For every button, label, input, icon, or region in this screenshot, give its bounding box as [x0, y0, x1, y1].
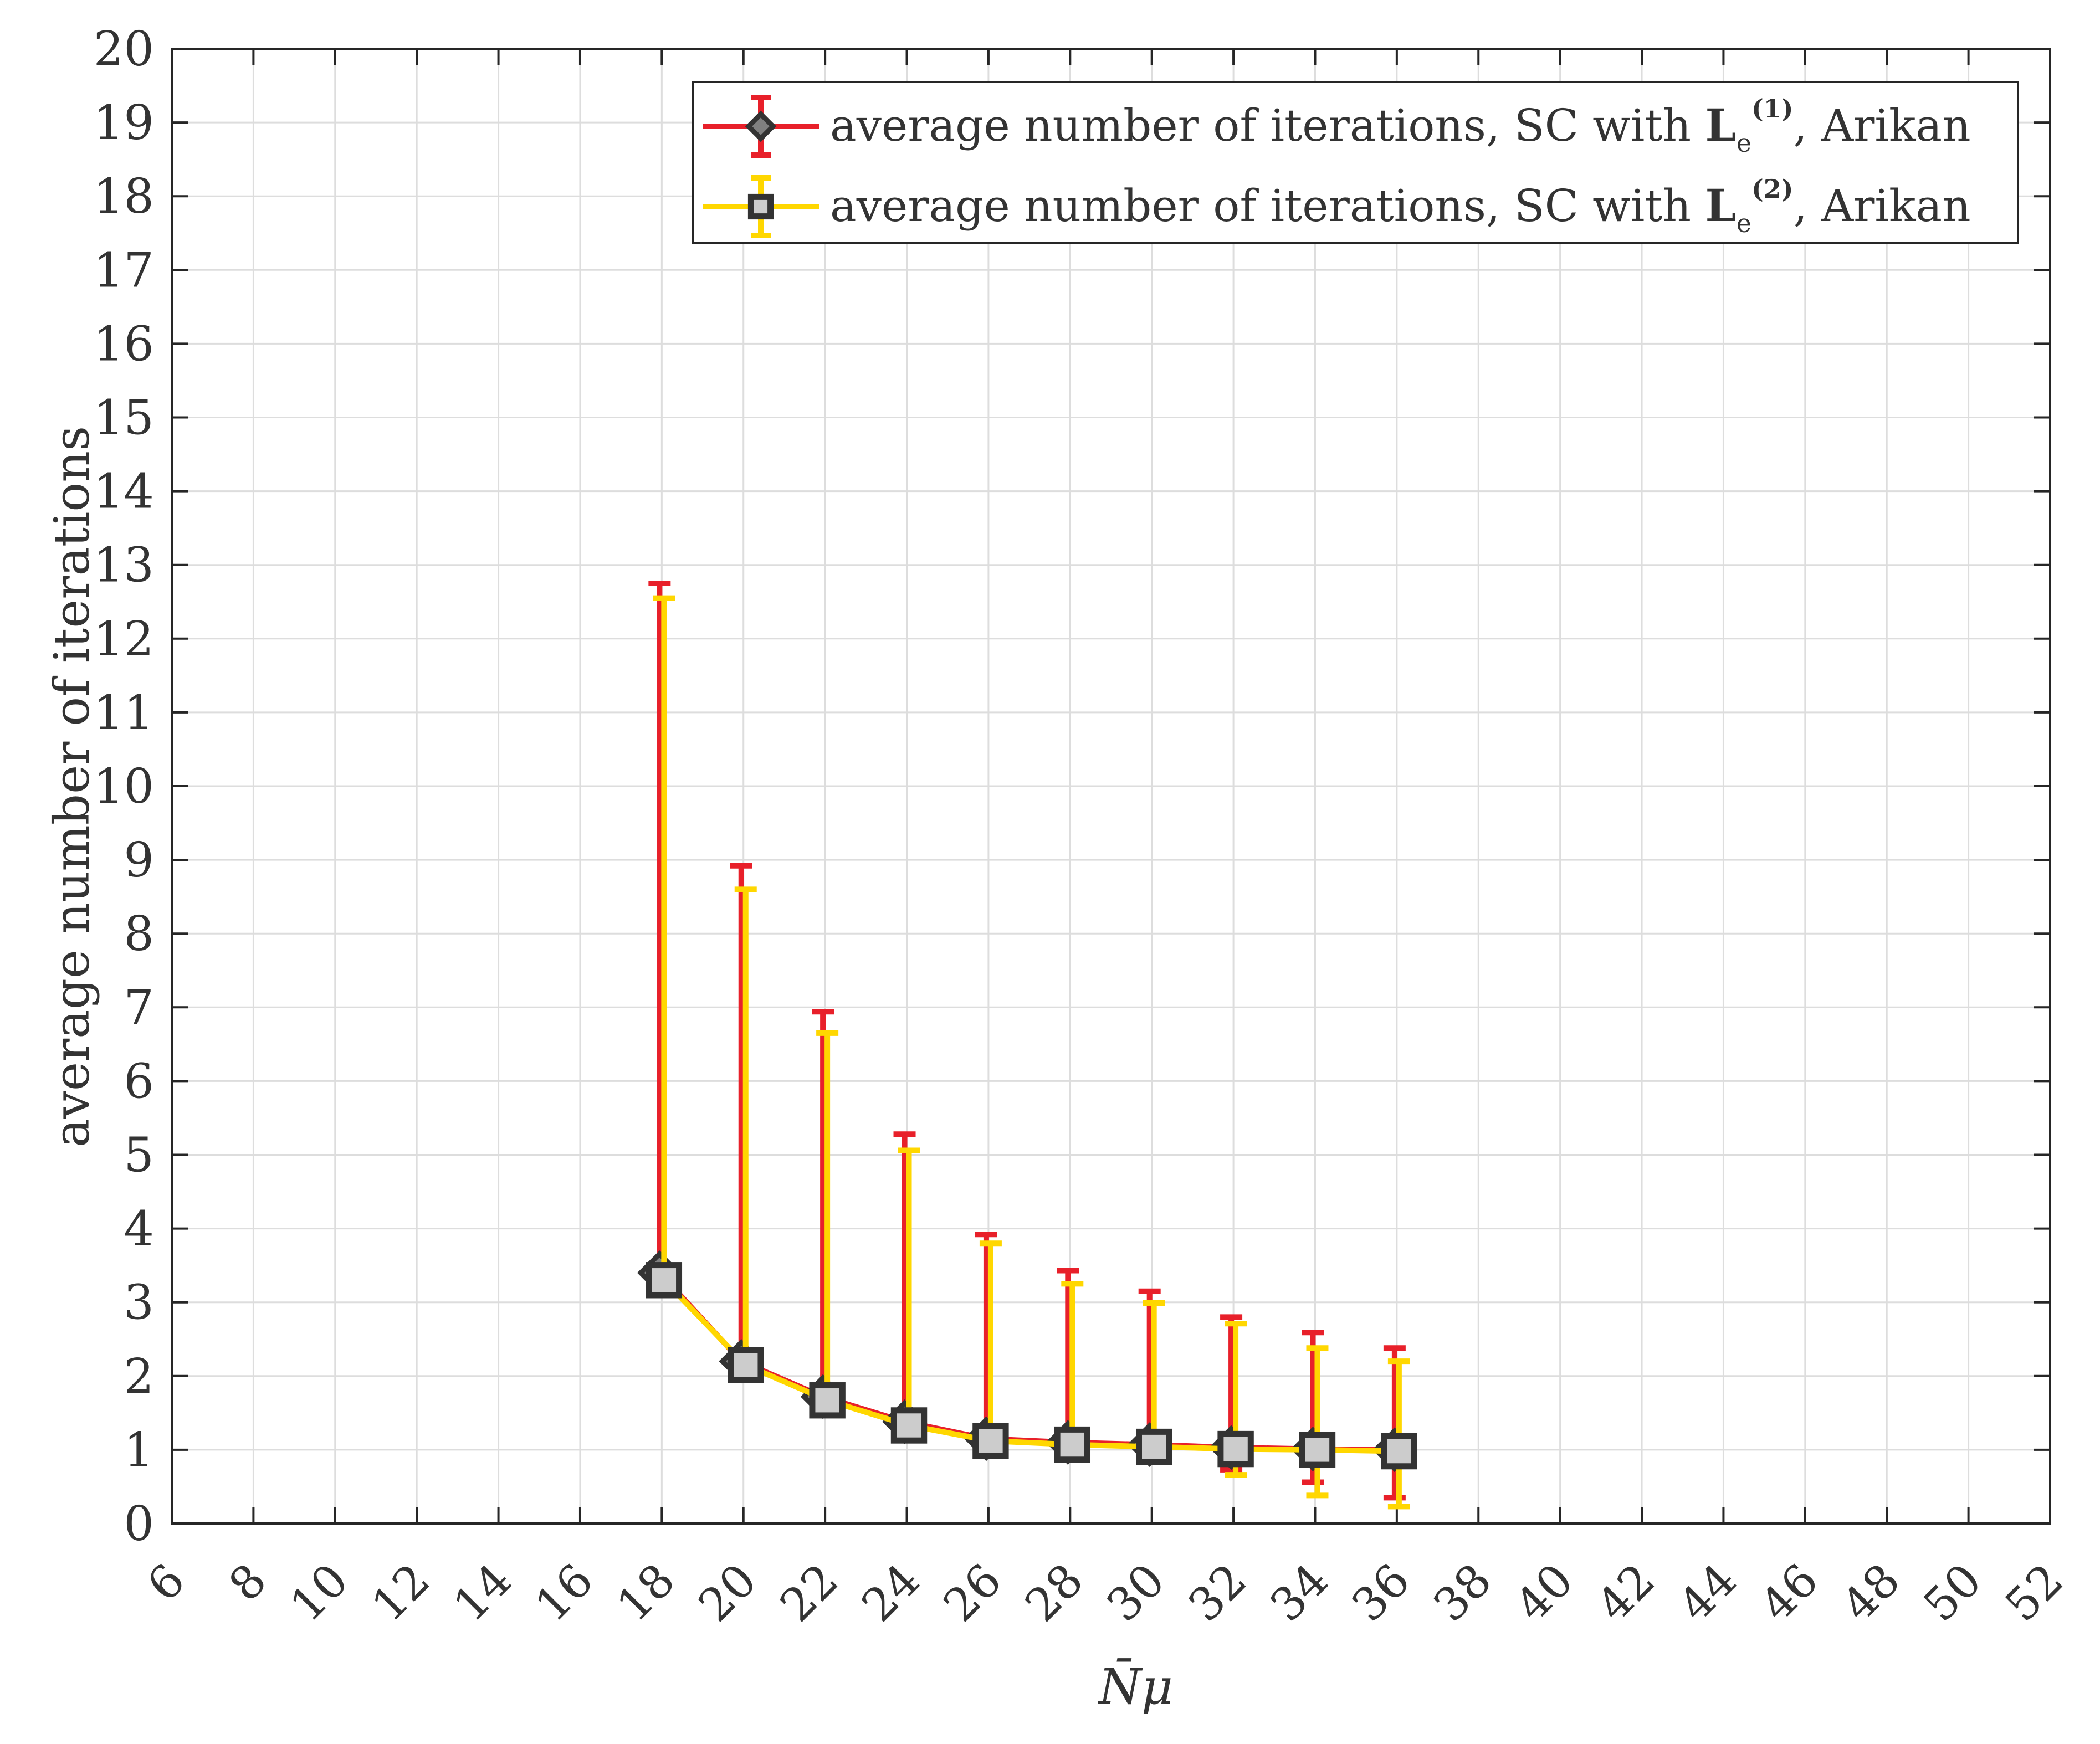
y-tick-label: 11	[94, 685, 154, 741]
legend-label-prefix: average number of iterations, SC with	[830, 100, 1705, 151]
x-axis-label: N̄μ	[1098, 1658, 1173, 1715]
square-marker	[1217, 1430, 1254, 1468]
y-tick-label: 13	[94, 538, 154, 593]
legend-label-suffix: , Arikan	[1793, 100, 1970, 151]
legend-label-subscript: e	[1737, 128, 1751, 158]
square-marker	[890, 1407, 928, 1444]
series-layer	[637, 580, 1417, 1510]
square-marker	[646, 1262, 683, 1299]
y-tick-label: 10	[94, 759, 154, 814]
y-tick-label: 15	[94, 391, 154, 446]
legend-item-2: average number of iterations, SC with Le…	[703, 174, 1971, 238]
y-tick-label: 1	[124, 1423, 154, 1478]
legend-label-superscript: (2)	[1751, 174, 1794, 204]
legend-label-symbol: L	[1705, 99, 1736, 151]
y-tick-label: 9	[124, 833, 154, 888]
y-tick-label: 5	[124, 1128, 154, 1183]
legend-label: average number of iterations, SC with Le…	[830, 94, 1971, 158]
grid	[171, 48, 2051, 1525]
series-line	[662, 1278, 1399, 1454]
square-marker	[1299, 1432, 1336, 1468]
y-tick-label: 20	[94, 22, 154, 77]
legend-label-suffix: , Arikan	[1793, 180, 1970, 232]
square-marker	[1054, 1426, 1091, 1463]
y-tick-label: 4	[124, 1202, 154, 1257]
y-tick-label: 8	[124, 906, 154, 962]
legend-label: average number of iterations, SC with Le…	[830, 174, 1971, 238]
legend-label-prefix: average number of iterations, SC with	[830, 180, 1705, 232]
square-marker	[972, 1423, 1009, 1459]
legend-box	[692, 81, 2019, 244]
y-tick-label: 14	[94, 464, 154, 520]
plot-frame	[171, 48, 2051, 1525]
y-tick-label: 18	[94, 169, 154, 224]
y-tick-label: 7	[124, 980, 154, 1035]
y-tick-label: 17	[94, 243, 154, 298]
legend-label-symbol: L	[1705, 179, 1736, 232]
y-axis-label: average number of iterations	[43, 426, 100, 1147]
y-tick-label: 3	[124, 1275, 154, 1331]
y-tick-label: 16	[94, 316, 154, 372]
legend-label-subscript: e	[1737, 208, 1751, 238]
y-tick-label: 19	[94, 95, 154, 151]
y-tick-label: 6	[124, 1054, 154, 1109]
y-tick-label: 2	[124, 1349, 154, 1404]
square-marker	[728, 1347, 764, 1383]
square-marker	[747, 193, 774, 220]
legend-label-superscript: (1)	[1751, 94, 1794, 124]
y-tick-label: 12	[94, 612, 154, 667]
square-marker	[1135, 1428, 1172, 1465]
square-marker	[809, 1382, 846, 1419]
legend-item-1: average number of iterations, SC with Le…	[703, 94, 1971, 158]
diamond-marker	[745, 110, 777, 142]
y-tick-label: 0	[124, 1496, 154, 1552]
legend: average number of iterations, SC with Le…	[692, 81, 2019, 244]
series-2	[646, 595, 1417, 1510]
square-marker	[1381, 1433, 1417, 1470]
